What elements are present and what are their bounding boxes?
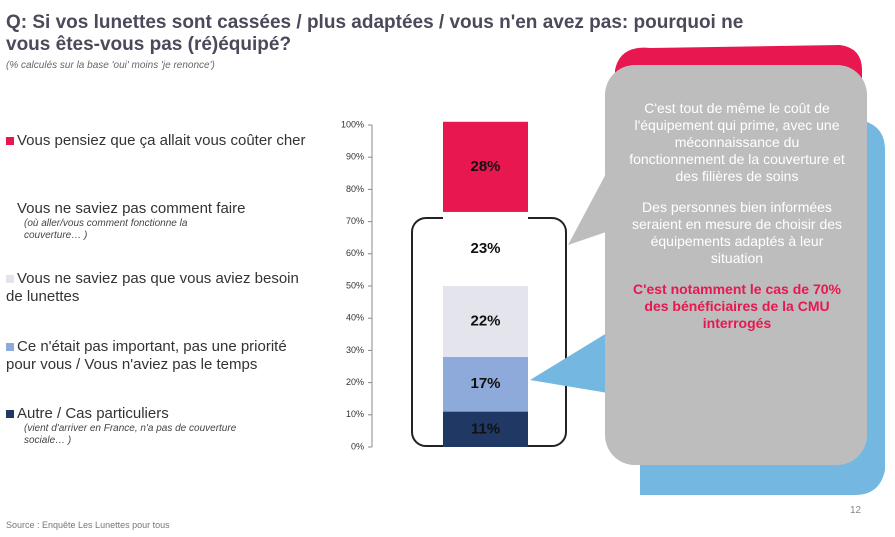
bar-segment — [443, 121, 528, 212]
legend-swatch — [6, 410, 14, 419]
legend-swatch — [6, 275, 14, 284]
plot: 0% 10% 20% 30% 40% 50% 60% 70% 80% 90% 100% 11% 17% 2… — [341, 119, 528, 451]
callout-text: C'est tout de même le coût de l'équipeme… — [629, 100, 845, 184]
bar-segment — [443, 356, 528, 412]
y-tick-label: 100% — [341, 119, 364, 129]
callout-highlight: C'est notamment le cas de 70% des bénéfi… — [633, 281, 841, 331]
callout: C'est tout de même le coût de l'équipeme… — [628, 100, 846, 346]
legend-item: Vous pensiez que ça allait vous coûter c… — [6, 132, 316, 150]
bar-segment — [443, 211, 528, 286]
legend-label: Ce n'était pas important, pas une priori… — [6, 338, 287, 373]
legend-swatch — [6, 343, 14, 352]
y-tick-label: 20% — [346, 377, 364, 387]
pointer — [568, 170, 612, 245]
y-tick-label: 40% — [346, 313, 364, 323]
legend-label: Autre / Cas particuliers — [17, 405, 169, 422]
value-label: 28% — [470, 158, 500, 175]
source: Source : Enquête Les Lunettes pour tous — [6, 520, 170, 530]
value-label: 22% — [470, 312, 500, 329]
legend-label: Vous pensiez que ça allait vous coûter c… — [17, 132, 306, 149]
y-tick-label: 70% — [346, 216, 364, 226]
callout-text: Des personnes bien informées seraient en… — [631, 199, 843, 266]
bar-segment — [443, 286, 528, 357]
y-tick-label: 0% — [351, 441, 364, 451]
value-label: 23% — [470, 240, 500, 257]
bar-segment — [443, 411, 528, 447]
y-tick-label: 60% — [346, 248, 364, 258]
legend-note: (où aller/vous comment fonctionne la cou… — [24, 218, 188, 241]
y-tick-label: 10% — [346, 409, 364, 419]
y-tick-label: 80% — [346, 184, 364, 194]
legend-item: Autre / Cas particuliers (vient d'arriver… — [6, 405, 316, 447]
value-label: 17% — [470, 375, 500, 392]
legend-note: (vient d'arriver en France, n'a pas de c… — [24, 423, 237, 446]
legend-label: Vous ne saviez pas que vous aviez besoin… — [6, 270, 299, 305]
legend-swatch — [6, 205, 14, 214]
y-tick-label: 30% — [346, 345, 364, 355]
pointer — [530, 325, 620, 395]
y-tick-label: 90% — [346, 152, 364, 162]
y-tick-label: 50% — [346, 280, 364, 290]
legend-item: Vous ne saviez pas comment faire (où alle… — [6, 200, 316, 242]
value-label: 11% — [471, 420, 500, 437]
legend-swatch — [6, 137, 14, 146]
subtitle: (% calculés sur la base 'oui' moins 'je … — [6, 60, 215, 71]
callout-bubble — [605, 65, 867, 465]
legend-label: Vous ne saviez pas comment faire — [17, 200, 246, 217]
title: Q: Si vos lunettes sont cassées / plus a… — [6, 12, 744, 55]
legend-item: Ce n'était pas important, pas une priori… — [6, 338, 316, 374]
legend-item: Vous ne saviez pas que vous aviez besoin… — [6, 270, 316, 306]
page-number: 12 — [850, 505, 862, 516]
